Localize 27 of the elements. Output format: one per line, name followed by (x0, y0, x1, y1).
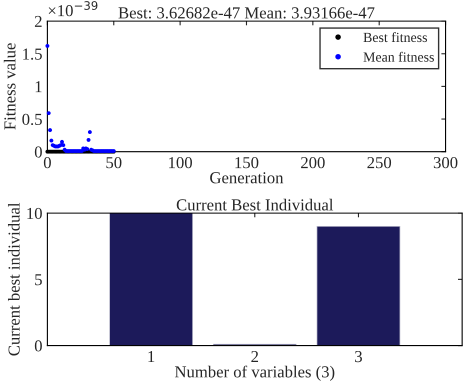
y-tick-label: 2 (34, 16, 42, 27)
chart-title: Current Best Individual (176, 198, 334, 211)
x-tick-label: 150 (235, 157, 258, 168)
x-tick-label: 1 (148, 351, 154, 362)
y-tick-label: 0.5 (22, 114, 42, 126)
y-tick-label: 0 (34, 340, 42, 352)
x-tick-label: 50 (106, 157, 122, 168)
y-axis-title: Current best individual (8, 202, 20, 356)
y-tick-label: 5 (35, 274, 42, 286)
y-tick-label: 1 (36, 81, 42, 92)
legend-label: Mean fitness (363, 52, 434, 62)
y-axis-title: Fitness value (4, 43, 16, 130)
y-tick-label: 0 (34, 146, 42, 158)
x-tick-label: 3 (355, 350, 362, 362)
x-tick-label: 2 (251, 350, 258, 362)
y-tick-label: 10 (27, 208, 42, 220)
x-axis-title: Generation (210, 172, 284, 184)
x-tick-label: 300 (434, 157, 458, 168)
x-tick-label: 0 (44, 157, 51, 168)
text: ×10$^{−39}$ (48, 1, 98, 16)
x-tick-label: 200 (301, 157, 325, 168)
x-axis-title: Number of variables (3) (174, 366, 334, 381)
x-tick-label: 250 (367, 157, 392, 168)
chart-title: Best: 3.62682e-47 Mean: 3.93166e-47 (118, 7, 374, 19)
legend-label: Best fitness (363, 32, 428, 42)
x-tick-label: 100 (169, 157, 192, 168)
y-tick-label: 1.5 (23, 48, 42, 60)
